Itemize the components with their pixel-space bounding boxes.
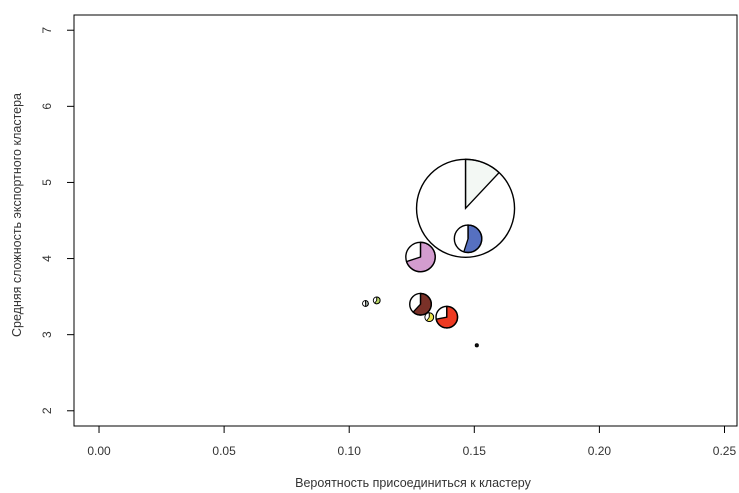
bubble-2 [405, 241, 436, 273]
y-tick-label-5: 7 [40, 27, 54, 34]
y-tick-label-4: 6 [40, 103, 54, 110]
y-tick-label-3: 5 [40, 179, 54, 186]
bubble-7 [362, 300, 369, 307]
bubble-outline-7 [362, 300, 369, 307]
x-tick-label-3: 0.15 [463, 444, 487, 458]
x-axis-title: Вероятность присоединиться к кластеру [295, 476, 532, 490]
bubble-0 [415, 158, 516, 259]
x-tick-label-4: 0.20 [588, 444, 612, 458]
bubble-outline-2 [405, 241, 436, 273]
bubble-4 [435, 305, 459, 329]
y-tick-label-1: 3 [40, 331, 54, 338]
bubble-outline-1 [453, 224, 483, 254]
bubble-8 [474, 343, 479, 348]
bubble-5 [424, 312, 435, 323]
bubble-3 [409, 292, 432, 316]
y-axis-title: Средняя сложность экспортного кластера [10, 93, 24, 337]
bubble-outline-5 [424, 312, 435, 323]
bubble-outline-4 [435, 305, 459, 329]
bubble-6 [372, 296, 381, 305]
bubble-outline-8 [474, 343, 479, 348]
bubble-outline-3 [409, 292, 432, 316]
plot-frame [73, 14, 738, 427]
x-tick-label-0: 0.00 [87, 444, 111, 458]
bubble-1 [453, 224, 483, 254]
bubble-outline-0 [415, 158, 516, 259]
y-tick-label-0: 2 [40, 407, 54, 414]
x-tick-label-2: 0.10 [338, 444, 362, 458]
bubble-slice-8 [475, 343, 479, 347]
bubble-outline-6 [372, 296, 381, 305]
x-tick-label-1: 0.05 [212, 444, 236, 458]
y-tick-label-2: 4 [40, 255, 54, 262]
x-tick-label-5: 0.25 [713, 444, 737, 458]
